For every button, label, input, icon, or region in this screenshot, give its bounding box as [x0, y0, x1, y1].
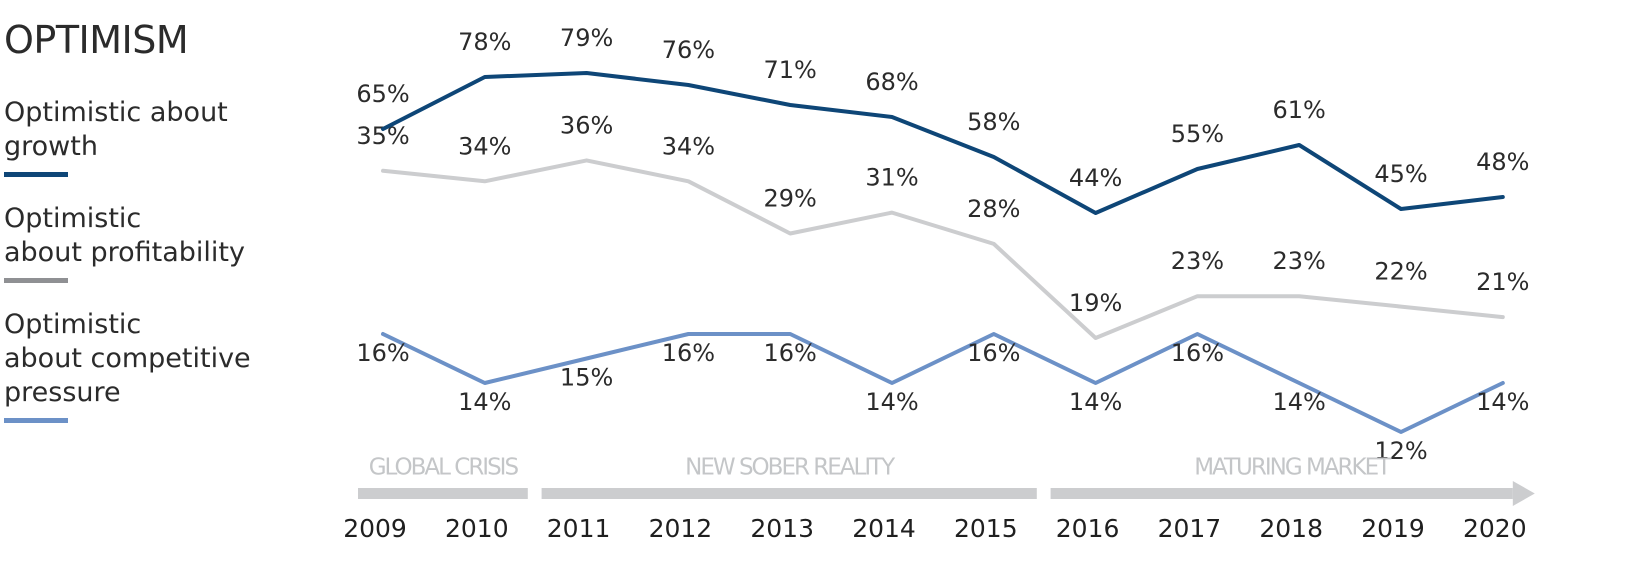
- x-tick-label: 2015: [954, 514, 1018, 543]
- data-label-profitability: 21%: [1476, 268, 1529, 296]
- data-label-competitive-pressure: 16%: [1171, 339, 1224, 367]
- data-label-competitive-pressure: 16%: [967, 339, 1020, 367]
- legend-item-growth: Optimistic about growth: [4, 96, 304, 177]
- data-label-growth: 61%: [1273, 96, 1326, 124]
- legend-item-competitive-pressure: Optimistic about competitive pressure: [4, 308, 304, 423]
- data-label-growth: 58%: [967, 108, 1020, 136]
- phase-bar-maturing-market: [1050, 488, 1513, 499]
- legend-label-competitive-pressure: Optimistic about competitive pressure: [4, 309, 251, 408]
- phase-bar-new-sober-reality: [541, 488, 1037, 499]
- phase-label-global-crisis: GLOBAL CRISIS: [369, 455, 519, 481]
- data-label-competitive-pressure: 12%: [1374, 437, 1427, 465]
- data-label-growth: 48%: [1476, 148, 1529, 176]
- x-tick-label: 2009: [343, 514, 407, 543]
- data-label-growth: 71%: [764, 56, 817, 84]
- series-line-growth: [381, 71, 1505, 215]
- data-label-profitability: 28%: [967, 195, 1020, 223]
- x-tick-label: 2011: [547, 514, 611, 543]
- data-label-profitability: 34%: [662, 132, 715, 160]
- data-label-profitability: 22%: [1374, 258, 1427, 286]
- phase-label-maturing-market: MATURING MARKET: [1194, 455, 1392, 481]
- data-label-profitability: 35%: [356, 122, 409, 150]
- data-label-competitive-pressure: 16%: [356, 339, 409, 367]
- x-tick-label: 2017: [1158, 514, 1222, 543]
- phase-bar-global-crisis: [358, 488, 528, 499]
- data-label-profitability: 34%: [458, 132, 511, 160]
- chart-title: OPTIMISM: [4, 18, 189, 62]
- x-tick-label: 2014: [852, 514, 916, 543]
- data-label-profitability: 19%: [1069, 289, 1122, 317]
- data-label-profitability: 29%: [764, 185, 817, 213]
- data-label-competitive-pressure: 15%: [560, 364, 613, 392]
- data-label-competitive-pressure: 14%: [865, 388, 918, 416]
- data-label-competitive-pressure: 16%: [764, 339, 817, 367]
- series-line-competitive-pressure: [381, 332, 1505, 434]
- legend-item-profitability: Optimistic about profitability: [4, 202, 304, 283]
- x-tick-label: 2016: [1056, 514, 1120, 543]
- data-label-profitability: 23%: [1273, 247, 1326, 275]
- data-label-growth: 55%: [1171, 120, 1224, 148]
- x-tick-label: 2012: [649, 514, 713, 543]
- x-tick-label: 2019: [1361, 514, 1425, 543]
- legend-swatch-competitive-pressure: [4, 418, 68, 423]
- legend-label-profitability: Optimistic about profitability: [4, 203, 245, 268]
- data-label-profitability: 31%: [865, 164, 918, 192]
- data-label-growth: 79%: [560, 24, 613, 52]
- x-tick-label: 2018: [1259, 514, 1323, 543]
- timeline-arrow-head: [1512, 481, 1535, 506]
- legend-swatch-growth: [4, 172, 68, 177]
- data-label-growth: 68%: [865, 68, 918, 96]
- data-label-growth: 44%: [1069, 164, 1122, 192]
- x-tick-label: 2010: [445, 514, 509, 543]
- data-label-profitability: 36%: [560, 111, 613, 139]
- data-label-competitive-pressure: 14%: [458, 388, 511, 416]
- x-tick-label: 2020: [1463, 514, 1527, 543]
- data-label-competitive-pressure: 16%: [662, 339, 715, 367]
- data-label-growth: 78%: [458, 28, 511, 56]
- data-label-growth: 45%: [1374, 160, 1427, 188]
- series-line-profitability: [381, 158, 1505, 340]
- data-label-growth: 76%: [662, 36, 715, 64]
- data-label-growth: 65%: [356, 80, 409, 108]
- legend-label-growth: Optimistic about growth: [4, 97, 228, 162]
- data-label-profitability: 23%: [1171, 247, 1224, 275]
- legend-swatch-profitability: [4, 278, 68, 283]
- phase-label-new-sober-reality: NEW SOBER REALITY: [685, 455, 896, 481]
- data-label-competitive-pressure: 14%: [1273, 388, 1326, 416]
- x-tick-label: 2013: [750, 514, 814, 543]
- data-label-competitive-pressure: 14%: [1476, 388, 1529, 416]
- data-label-competitive-pressure: 14%: [1069, 388, 1122, 416]
